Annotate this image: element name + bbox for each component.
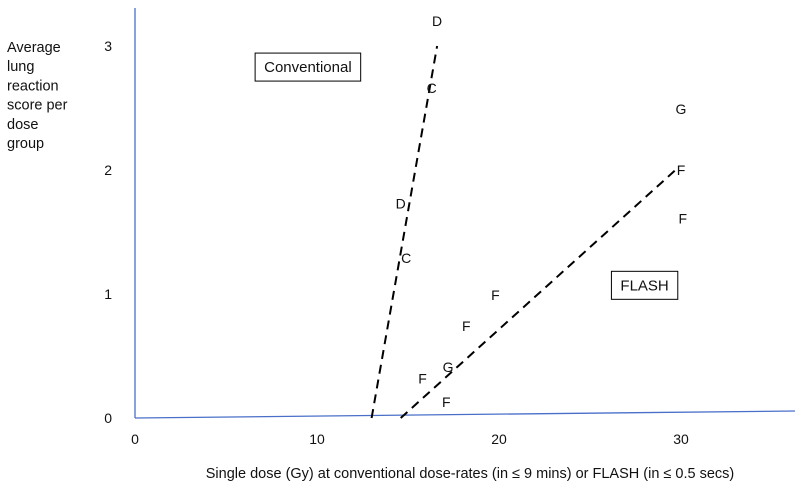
data-point-f: F [442,394,451,410]
trend-lines [370,45,677,419]
annotation-frame [254,52,362,82]
data-point-c: C [427,80,437,96]
y-tick-label: 1 [104,286,112,302]
y-tick-label: 0 [104,410,112,426]
data-point-d: D [396,195,406,211]
annotation-box: FLASH [610,270,679,300]
data-point-g: G [443,359,454,375]
y-axis-label-line: score per [7,98,68,114]
x-tick-label: 20 [491,431,507,447]
y-axis-label-line: dose [7,117,38,133]
data-point-c: C [401,250,411,266]
data-point-f: F [679,210,688,226]
y-axis-label-line: reaction [7,78,59,94]
x-tick-label: 10 [309,431,325,447]
annotations: Conventional FLASH [254,52,679,300]
annotation-frame [610,270,679,300]
annotation-box: Conventional [254,52,362,82]
data-point-f: F [677,162,686,178]
y-axis-label-line: group [7,136,44,152]
trend-line [400,169,677,419]
data-point-d: D [432,13,442,29]
data-point-f: F [418,370,427,386]
y-axis-label-line: Average [7,40,61,56]
x-axis-line [134,410,796,419]
annotation-label: Conventional [264,59,352,76]
y-axis-label-line: lung [7,59,34,75]
annotation-label: FLASH [620,277,668,294]
data-point-g: G [676,101,687,117]
x-tick-label: 0 [131,431,139,447]
x-axis-label: Single dose (Gy) at conventional dose-ra… [206,466,734,482]
x-tick-label: 30 [673,431,689,447]
y-tick-label: 3 [104,38,112,54]
data-point-f: F [462,318,471,334]
y-axis-label: Average lung reaction score per dose group [7,40,68,152]
trend-line [370,45,439,419]
y-tick-label: 2 [104,162,112,178]
data-point-f: F [491,287,500,303]
chart-axes: 0 10 20 30 0 1 2 3 [104,8,796,447]
